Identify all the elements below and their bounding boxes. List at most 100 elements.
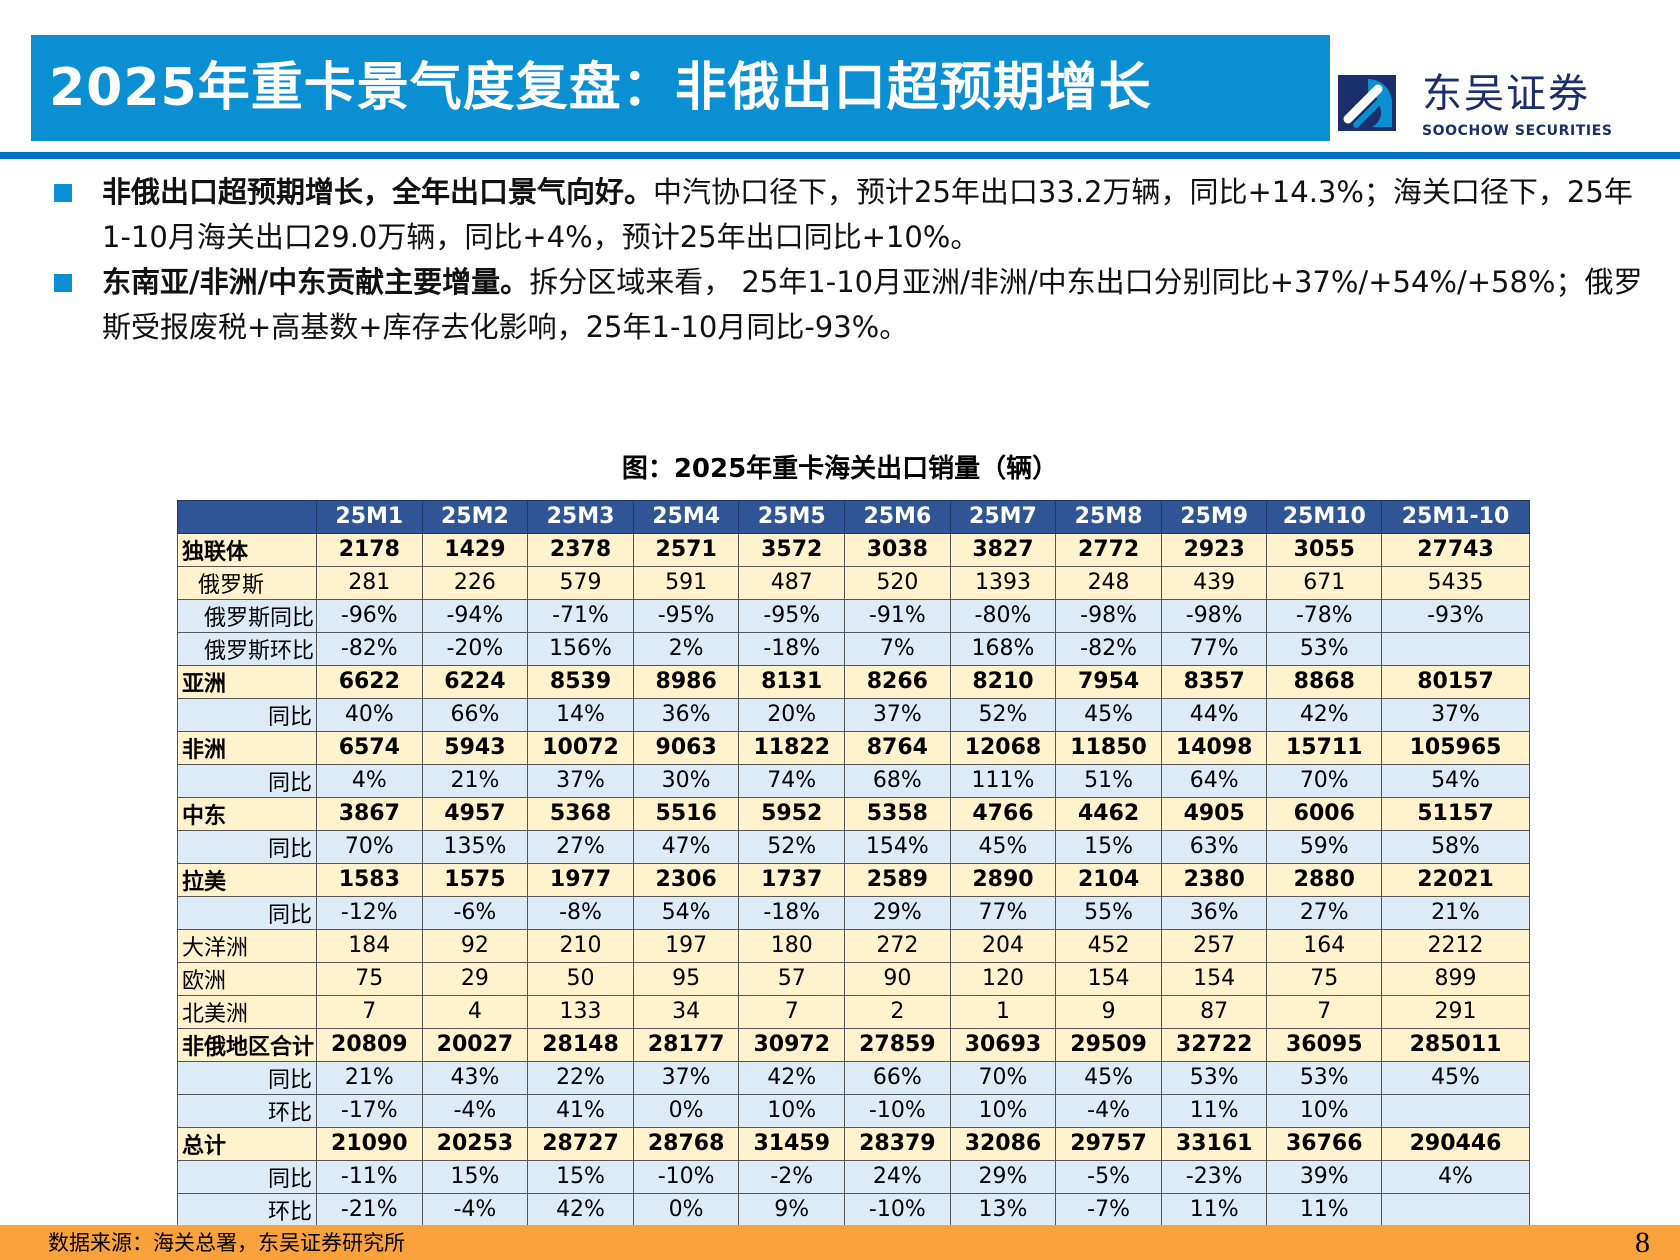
table-cell: -82%: [1055, 631, 1162, 666]
table-cell: 12068: [949, 730, 1057, 765]
table-cell: 8357: [1160, 664, 1268, 699]
table-cell: -23%: [1160, 1159, 1268, 1194]
table-cell: -21%: [316, 1192, 423, 1227]
table-cell: 14098: [1160, 730, 1268, 765]
table-cell: 5516: [632, 796, 740, 831]
table-cell: 52%: [738, 829, 846, 864]
table-cell: 8266: [844, 664, 951, 699]
table-cell: 4%: [1381, 1159, 1530, 1194]
table-cell: 272: [844, 928, 951, 963]
table-cell: 4: [421, 994, 529, 1029]
table-cell: 6574: [316, 730, 423, 765]
table-cell: 53%: [1266, 631, 1383, 666]
table-cell: 66%: [844, 1060, 951, 1095]
table-cell: 42%: [738, 1060, 846, 1095]
table-cell: 90: [844, 961, 951, 996]
row-label: 大洋洲: [177, 928, 317, 963]
export-table: 25M1 25M2 25M3 25M4 25M5 25M6 25M7 25M8 25M9 25M1…: [177, 500, 1530, 1227]
table-row: 总计 21090 20253 28727 28768 31459 28379 32086 297…: [177, 1126, 1530, 1161]
table-cell: 50: [527, 961, 634, 996]
table-cell: 7: [738, 994, 846, 1029]
table-cell: 70%: [949, 1060, 1057, 1095]
table-cell: 41%: [527, 1093, 634, 1128]
table-cell: 28727: [527, 1126, 634, 1161]
table-cell: 204: [949, 928, 1057, 963]
table-cell: -95%: [738, 598, 846, 633]
table-row: 同比 70% 135% 27% 47% 52% 154% 45% 15% 63% 59% 58%: [177, 829, 1530, 864]
table-cell: 154: [1055, 961, 1162, 996]
logo-cn-text: 东吴证券: [1422, 71, 1590, 117]
table-cell: -2%: [738, 1159, 846, 1194]
table-cell: 15%: [1055, 829, 1162, 864]
table-cell: 47%: [632, 829, 740, 864]
column-header: 25M6: [844, 500, 951, 534]
table-row: 同比 40% 66% 14% 36% 20% 37% 52% 45% 44% 42% 37%: [177, 697, 1530, 732]
table-cell: -20%: [421, 631, 529, 666]
table-cell: -71%: [527, 598, 634, 633]
table-cell: 77%: [1160, 631, 1268, 666]
table-cell: -10%: [844, 1093, 951, 1128]
soochow-logo: 东吴证券 SOOCHOW SECURITIES: [1338, 70, 1638, 142]
table-cell: 37%: [844, 697, 951, 732]
table-cell: 13%: [949, 1192, 1057, 1227]
table-cell: 290446: [1381, 1126, 1530, 1161]
table-cell: 1977: [527, 862, 634, 897]
table-cell: 0%: [632, 1093, 740, 1128]
table-cell: 42%: [527, 1192, 634, 1227]
table-row: 同比 4% 21% 37% 30% 74% 68% 111% 51% 64% 70% 54%: [177, 763, 1530, 798]
table-cell: 248: [1055, 565, 1162, 600]
row-label: 总计: [177, 1126, 317, 1161]
table-cell: 70%: [1266, 763, 1383, 798]
page-number: 8: [1635, 1226, 1650, 1259]
table-cell: 27859: [844, 1027, 951, 1062]
table-cell: 20809: [316, 1027, 423, 1062]
table-cell: 210: [527, 928, 634, 963]
row-label: 俄罗斯同比: [177, 598, 317, 633]
table-cell: 39%: [1266, 1159, 1383, 1194]
square-bullet-icon: [54, 184, 72, 202]
table-cell: 1: [949, 994, 1057, 1029]
table-cell: 28768: [632, 1126, 740, 1161]
table-cell: 59%: [1266, 829, 1383, 864]
table-cell: 21%: [316, 1060, 423, 1095]
table-cell: 63%: [1160, 829, 1268, 864]
table-cell: 87: [1160, 994, 1268, 1029]
table-cell: 8539: [527, 664, 634, 699]
table-cell: 53%: [1266, 1060, 1383, 1095]
table-cell: 4%: [316, 763, 423, 798]
table-cell: [1381, 1192, 1530, 1227]
table-cell: 133: [527, 994, 634, 1029]
table-cell: 671: [1266, 565, 1383, 600]
column-header: 25M9: [1160, 500, 1268, 534]
table-cell: 29757: [1055, 1126, 1162, 1161]
table-cell: 2571: [632, 532, 740, 567]
table-cell: 2923: [1160, 532, 1268, 567]
table-cell: 197: [632, 928, 740, 963]
row-label: 俄罗斯环比: [177, 631, 317, 666]
table-row: 独联体 2178 1429 2378 2571 3572 3038 3827 2772 2923 3…: [177, 532, 1530, 567]
table-cell: 32722: [1160, 1027, 1268, 1062]
table-cell: -93%: [1381, 598, 1530, 633]
table-cell: 30972: [738, 1027, 846, 1062]
table-cell: 1393: [949, 565, 1057, 600]
table-cell: 54%: [1381, 763, 1530, 798]
table-cell: 77%: [949, 895, 1057, 930]
table-cell: 55%: [1055, 895, 1162, 930]
table-cell: 154: [1160, 961, 1268, 996]
bullet-item: 东南亚/非洲/中东贡献主要增量。拆分区域来看， 25年1-10月亚洲/非洲/中东…: [50, 260, 1650, 350]
row-label: 欧洲: [177, 961, 317, 996]
table-cell: 168%: [949, 631, 1057, 666]
table-cell: 7: [1266, 994, 1383, 1029]
table-cell: 33161: [1160, 1126, 1268, 1161]
data-source: 数据来源：海关总署，东吴证券研究所: [48, 1231, 405, 1255]
table-cell: 44%: [1160, 697, 1268, 732]
table-cell: 51157: [1381, 796, 1530, 831]
table-cell: 5435: [1381, 565, 1530, 600]
table-row: 拉美 1583 1575 1977 2306 1737 2589 2890 2104 2380 28…: [177, 862, 1530, 897]
table-cell: 64%: [1160, 763, 1268, 798]
table-cell: 3572: [738, 532, 846, 567]
table-cell: 36766: [1266, 1126, 1383, 1161]
table-cell: 36%: [632, 697, 740, 732]
table-cell: 21%: [421, 763, 529, 798]
table-cell: 45%: [1055, 1060, 1162, 1095]
